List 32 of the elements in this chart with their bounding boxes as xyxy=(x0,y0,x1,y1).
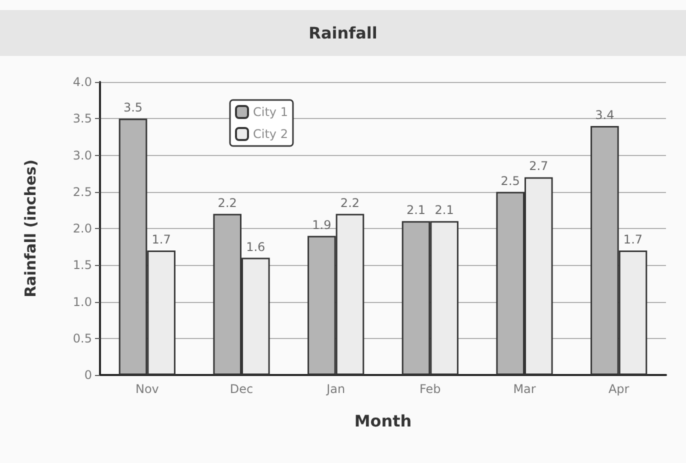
x-tick-label: Jan xyxy=(326,382,346,396)
chart-title: Rainfall xyxy=(308,24,378,42)
x-tick-label: Apr xyxy=(608,382,630,396)
y-tick-label: 2.0 xyxy=(72,222,92,236)
data-label: 2.1 xyxy=(406,203,426,218)
x-tick-label: Feb xyxy=(420,382,441,396)
data-label: 2.1 xyxy=(434,203,454,218)
x-tick-label: Dec xyxy=(230,382,254,396)
x-tick-label: Mar xyxy=(513,382,536,396)
data-label: 1.7 xyxy=(152,232,171,246)
data-label: 2.7 xyxy=(529,159,548,174)
y-tick-label: 3.5 xyxy=(72,112,92,126)
y-axis-title: Rainfall (inches) xyxy=(22,160,40,298)
y-tick-label: 2.5 xyxy=(72,184,92,199)
data-label: 1.7 xyxy=(623,232,643,246)
data-label: 3.5 xyxy=(123,100,143,115)
legend-label: City 2 xyxy=(253,127,288,141)
legend-label: City 1 xyxy=(253,105,288,119)
data-label: 1.6 xyxy=(246,240,266,254)
y-tick-label: 1.0 xyxy=(72,294,92,309)
y-tick-label: 3.0 xyxy=(72,148,92,162)
x-axis-title: Month xyxy=(354,412,412,430)
x-tick-label: Nov xyxy=(135,382,159,396)
data-label: 1.9 xyxy=(312,218,332,232)
data-label: 2.2 xyxy=(218,196,237,210)
data-label: 3.4 xyxy=(595,108,614,122)
y-tick-label: 0 xyxy=(84,368,92,382)
y-tick-label: 0.5 xyxy=(72,331,92,346)
y-tick-label: 1.5 xyxy=(72,258,92,272)
data-label: 2.2 xyxy=(340,196,360,210)
y-tick-label: 4.0 xyxy=(72,75,92,89)
data-label: 2.5 xyxy=(500,174,520,188)
